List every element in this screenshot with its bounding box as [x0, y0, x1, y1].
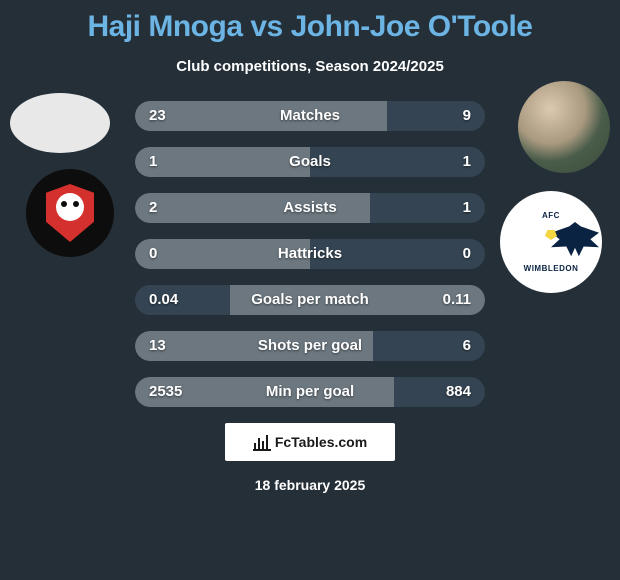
stat-bars: Matches239Goals11Assists21Hattricks00Goa…: [135, 101, 485, 407]
player1-name: Haji Mnoga: [88, 10, 243, 43]
stat-value-left: 0.04: [149, 285, 178, 315]
chart-icon: [253, 433, 271, 451]
player2-name: John-Joe O'Toole: [291, 10, 533, 43]
stat-row: Goals per match0.04 0.11: [135, 285, 485, 315]
eagle-icon: [527, 222, 575, 262]
stat-label: Assists: [135, 193, 485, 223]
stat-label: Goals per match: [135, 285, 485, 315]
stat-label: Matches: [135, 101, 485, 131]
stats-area: AFC WIMBLEDON Matches239Goals11Assists21…: [0, 101, 620, 407]
stat-value-right: 9: [463, 101, 471, 131]
stat-value-right: 1: [463, 147, 471, 177]
stat-row: Matches23 9: [135, 101, 485, 131]
stat-value-left: 2535: [149, 377, 182, 407]
stat-value-left: 13: [149, 331, 166, 361]
player1-club-badge: [26, 169, 114, 257]
footer-date: 18 february 2025: [0, 477, 620, 493]
stat-value-right: 0: [463, 239, 471, 269]
club-right-top: AFC: [524, 211, 579, 220]
stat-value-right: 1: [463, 193, 471, 223]
player2-club-badge: AFC WIMBLEDON: [500, 191, 602, 293]
site-name: FcTables.com: [275, 434, 367, 450]
stat-label: Min per goal: [135, 377, 485, 407]
vs-label: vs: [250, 10, 282, 43]
stat-row: Goals1 1: [135, 147, 485, 177]
stat-row: Hattricks0 0: [135, 239, 485, 269]
stat-value-left: 2: [149, 193, 157, 223]
club-right-bottom: WIMBLEDON: [524, 264, 579, 273]
comparison-title: Haji Mnoga vs John-Joe O'Toole: [0, 0, 620, 44]
stat-value-left: 1: [149, 147, 157, 177]
stat-value-right: 6: [463, 331, 471, 361]
stat-value-right: 0.11: [443, 285, 471, 315]
stat-label: Shots per goal: [135, 331, 485, 361]
stat-row: Assists2 1: [135, 193, 485, 223]
stat-value-left: 23: [149, 101, 166, 131]
site-logo[interactable]: FcTables.com: [225, 423, 395, 461]
subtitle: Club competitions, Season 2024/2025: [0, 58, 620, 75]
stat-label: Goals: [135, 147, 485, 177]
stat-row: Shots per goal13 6: [135, 331, 485, 361]
stat-label: Hattricks: [135, 239, 485, 269]
player1-avatar: [10, 93, 110, 153]
stat-value-right: 884: [446, 377, 471, 407]
stat-value-left: 0: [149, 239, 157, 269]
stat-row: Min per goal2535 884: [135, 377, 485, 407]
player2-avatar: [518, 81, 610, 173]
